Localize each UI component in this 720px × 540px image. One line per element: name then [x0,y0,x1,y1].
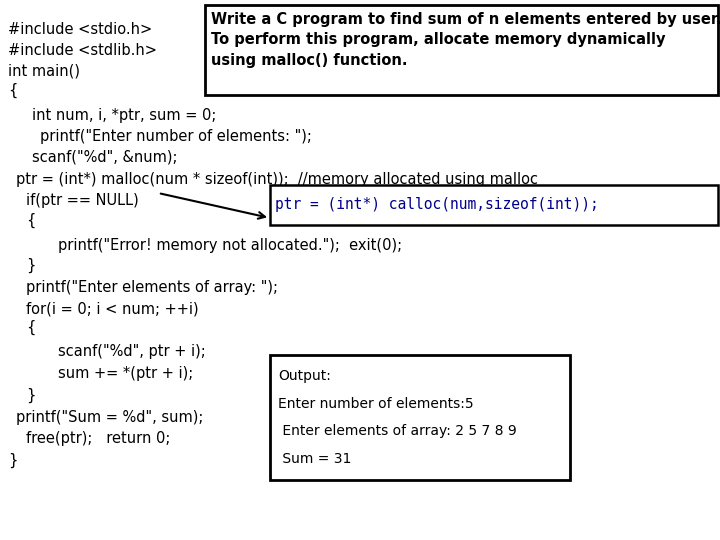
Text: Write a C program to find sum of n elements entered by user.
To perform this pro: Write a C program to find sum of n eleme… [211,12,720,68]
Text: printf("Error! memory not allocated.");  exit(0);: printf("Error! memory not allocated."); … [58,238,402,253]
Text: sum += *(ptr + i);: sum += *(ptr + i); [58,366,193,381]
Text: {: { [26,320,35,335]
Text: }: } [8,453,17,468]
Text: scanf("%d", &num);: scanf("%d", &num); [32,150,178,165]
Text: printf("Enter number of elements: ");: printf("Enter number of elements: "); [40,129,312,144]
Text: printf("Sum = %d", sum);: printf("Sum = %d", sum); [16,410,203,425]
Text: int num, i, *ptr, sum = 0;: int num, i, *ptr, sum = 0; [32,108,217,123]
Text: int main(): int main() [8,64,80,79]
Text: }: } [26,388,35,403]
Text: if(ptr == NULL): if(ptr == NULL) [26,193,139,208]
Text: }: } [26,258,35,273]
Text: printf("Enter elements of array: ");: printf("Enter elements of array: "); [26,280,278,295]
Text: Sum = 31: Sum = 31 [278,452,351,466]
Text: Output:: Output: [278,369,331,383]
Text: {: { [26,213,35,228]
Text: ptr = (int*) calloc(num,sizeof(int));: ptr = (int*) calloc(num,sizeof(int)); [275,198,599,213]
Text: #include <stdio.h>: #include <stdio.h> [8,22,152,37]
Text: scanf("%d", ptr + i);: scanf("%d", ptr + i); [58,344,206,359]
Bar [205,5,718,95]
Bar [270,185,718,225]
Bar [270,355,570,480]
Text: free(ptr);   return 0;: free(ptr); return 0; [26,431,171,446]
Text: for(i = 0; i < num; ++i): for(i = 0; i < num; ++i) [26,301,199,316]
Text: Enter number of elements:5: Enter number of elements:5 [278,397,474,410]
Text: #include <stdlib.h>: #include <stdlib.h> [8,43,157,58]
Text: {: { [8,83,17,98]
Text: Enter elements of array: 2 5 7 8 9: Enter elements of array: 2 5 7 8 9 [278,424,517,438]
Text: ptr = (int*) malloc(num * sizeof(int));  //memory allocated using malloc: ptr = (int*) malloc(num * sizeof(int)); … [16,172,538,187]
